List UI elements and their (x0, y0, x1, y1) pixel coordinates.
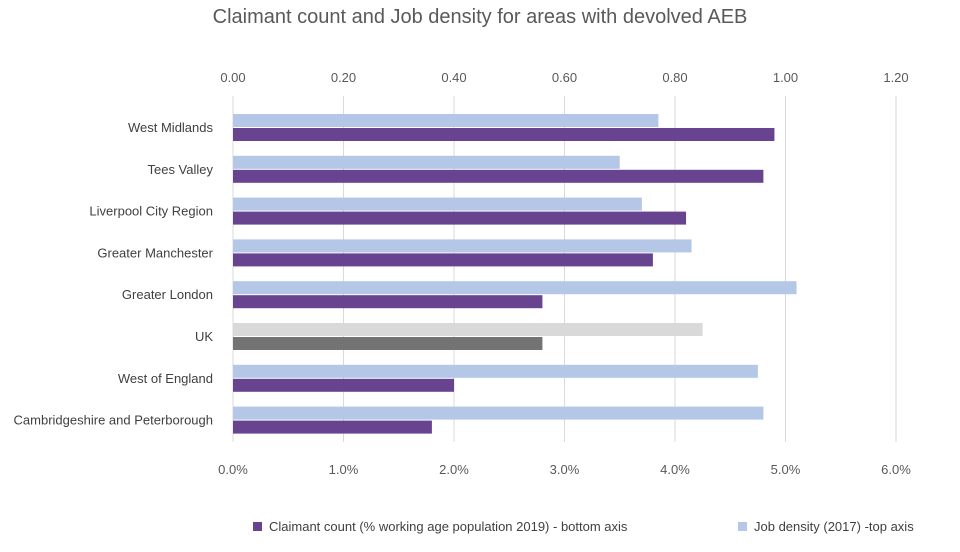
top-axis-tick-label: 0.80 (662, 70, 687, 85)
top-axis-tick-label: 0.60 (552, 70, 577, 85)
top-axis-tick-label: 1.00 (773, 70, 798, 85)
bar-job-density (233, 406, 764, 420)
legend-item-claimant: Claimant count (% working age population… (253, 519, 627, 534)
bar-job-density (233, 114, 659, 127)
bottom-axis-tick-label: 4.0% (660, 462, 690, 477)
top-axis-tick-label: 1.20 (883, 70, 908, 85)
bar-job-density (233, 323, 703, 336)
legend-item-job-density: Job density (2017) -top axis (738, 519, 914, 534)
top-axis-tick-label: 0.20 (331, 70, 356, 85)
bar-job-density (233, 197, 642, 211)
bottom-axis-tick-label: 3.0% (550, 462, 580, 477)
bottom-axis-tick-label: 1.0% (329, 462, 359, 477)
bottom-axis-tick-label: 6.0% (881, 462, 911, 477)
bar-job-density (233, 239, 692, 253)
top-axis-tick-label: 0.40 (441, 70, 466, 85)
bar-claimant-count (233, 337, 543, 350)
bar-job-density (233, 155, 620, 169)
chart-title: Claimant count and Job density for areas… (212, 6, 748, 28)
bottom-axis-tick-label: 5.0% (771, 462, 801, 477)
category-label: UK (195, 329, 213, 344)
legend-label-job-density: Job density (2017) -top axis (754, 519, 914, 534)
category-label: Greater London (122, 287, 213, 302)
bar-claimant-count (233, 295, 543, 309)
category-label: Cambridgeshire and Peterborough (14, 413, 213, 428)
category-label: West Midlands (128, 120, 214, 135)
legend-label-claimant: Claimant count (% working age population… (269, 519, 628, 534)
top-axis-tick-label: 0.00 (220, 70, 245, 85)
bar-claimant-count (233, 128, 775, 141)
category-label: Tees Valley (147, 162, 213, 177)
legend-swatch-job-density (738, 522, 747, 531)
bar-claimant-count (233, 211, 687, 225)
bar-job-density (233, 364, 758, 378)
bar-claimant-count (233, 420, 432, 434)
bottom-axis-tick-label: 2.0% (439, 462, 469, 477)
bar-claimant-count (233, 169, 764, 183)
bars (233, 114, 797, 434)
bar-claimant-count (233, 253, 653, 267)
bar-job-density (233, 281, 797, 295)
category-label: Liverpool City Region (89, 204, 213, 219)
labels: 0.00 0.20 0.40 0.60 0.80 1.00 1.20 0.0% 1.0% 2.0%… (14, 70, 912, 477)
category-label: West of England (118, 371, 213, 386)
legend-swatch-claimant (253, 522, 262, 531)
category-label: Greater Manchester (97, 245, 213, 260)
bar-claimant-count (233, 378, 454, 392)
bottom-axis-tick-label: 0.0% (218, 462, 248, 477)
